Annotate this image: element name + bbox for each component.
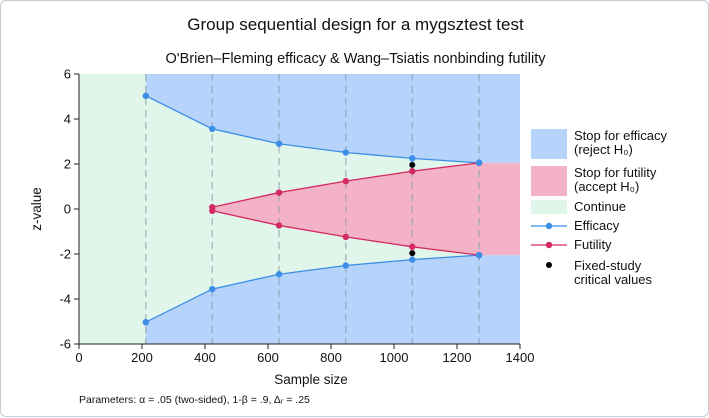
legend-label: (accept H₀) <box>574 179 639 194</box>
legend: Stop for efficacy(reject H₀) Stop for fut… <box>531 128 667 287</box>
x-tick-label: 800 <box>320 350 342 365</box>
efficacy-upper-line <box>145 95 480 164</box>
legend-label: critical values <box>574 272 653 287</box>
efficacy-region-lower <box>145 255 520 344</box>
legend-label: Continue <box>574 199 626 214</box>
legend-label: Efficacy <box>574 218 620 233</box>
legend-label: Futility <box>574 237 612 252</box>
efficacy-point <box>475 251 483 259</box>
x-tick-label: 600 <box>257 350 279 365</box>
parameters-note: Parameters: α = .05 (two-sided), 1-β = .… <box>79 394 310 406</box>
legend-marker <box>545 222 553 230</box>
chart-title: Group sequential design for a mygsztest … <box>187 15 524 34</box>
legend-label: Fixed-study <box>574 258 642 273</box>
x-tick-label: 200 <box>131 350 153 365</box>
y-tick-label: 6 <box>64 67 71 82</box>
legend-label: Stop for efficacy <box>574 128 667 143</box>
legend-label: (reject H₀) <box>574 142 633 157</box>
futility-point <box>342 177 350 185</box>
efficacy-point <box>209 125 216 133</box>
efficacy-point <box>409 155 416 162</box>
y-tick-label: -6 <box>59 337 71 352</box>
y-tick-label: -2 <box>59 247 71 262</box>
futility-point <box>275 222 283 229</box>
y-tick-label: 0 <box>64 202 71 217</box>
x-tick-label: 1000 <box>380 350 409 365</box>
efficacy-point <box>275 140 283 147</box>
fixed-critical-point <box>409 161 416 168</box>
legend-label: Stop for futility <box>574 165 657 180</box>
efficacy-point <box>142 318 149 326</box>
efficacy-point <box>209 285 216 293</box>
legend-swatch <box>531 200 567 214</box>
futility-point <box>342 233 350 241</box>
legend-marker <box>546 262 552 268</box>
legend-swatch <box>531 129 567 159</box>
efficacy-point <box>142 92 149 100</box>
y-axis-label: z-value <box>29 187 44 231</box>
efficacy-region-upper <box>145 74 520 163</box>
x-tick-label: 0 <box>75 350 82 365</box>
efficacy-point <box>409 256 416 263</box>
futility-point <box>275 189 283 196</box>
legend-marker <box>545 241 553 249</box>
efficacy-lower-line <box>145 254 480 323</box>
x-tick-label: 1400 <box>506 350 535 365</box>
plot-area: 0 200 400 600 800 1000 1200 1400 -6 -4 -2 0 2 4 6 <box>59 67 534 366</box>
fixed-critical-point <box>409 250 416 257</box>
y-tick-label: 4 <box>64 112 71 127</box>
futility-point <box>409 168 416 175</box>
y-tick-label: -4 <box>59 292 71 307</box>
futility-region <box>212 162 520 256</box>
futility-point <box>209 207 216 214</box>
x-tick-label: 1200 <box>443 350 472 365</box>
futility-point <box>409 243 416 250</box>
chart-subtitle: O'Brien–Fleming efficacy & Wang–Tsiatis … <box>166 51 547 67</box>
efficacy-point <box>342 262 350 269</box>
efficacy-point <box>275 271 283 278</box>
x-axis-label: Sample size <box>274 372 348 387</box>
efficacy-point <box>475 159 483 167</box>
y-tick-label: 2 <box>64 157 71 172</box>
efficacy-point <box>342 149 350 156</box>
x-tick-label: 400 <box>194 350 216 365</box>
legend-swatch <box>531 166 567 196</box>
